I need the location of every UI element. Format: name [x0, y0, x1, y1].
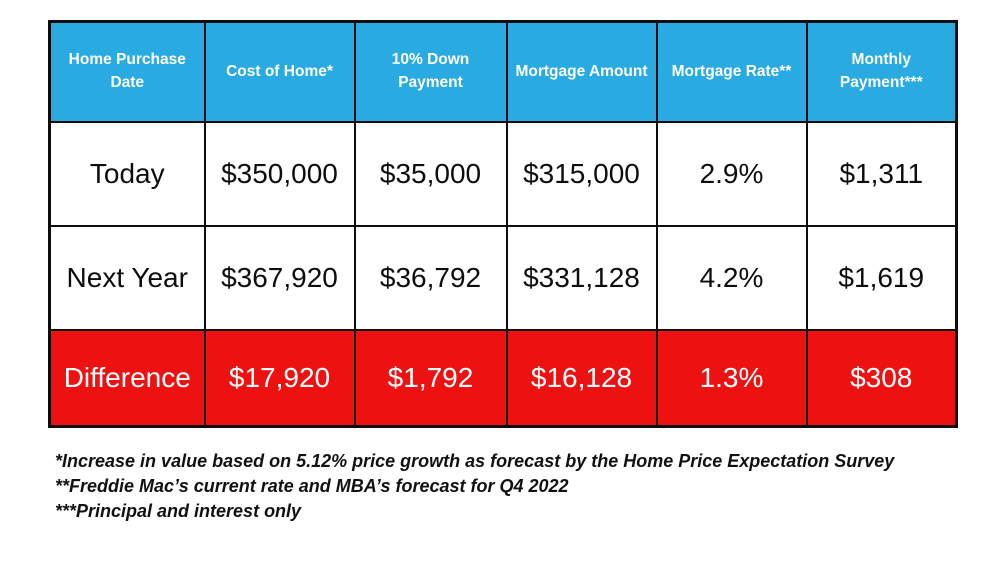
table-cell: 4.2% — [655, 224, 808, 331]
header-monthly-payment: Monthly Payment*** — [805, 20, 958, 123]
table-row-next-year: Next Year $367,920 $36,792 $331,128 4.2%… — [48, 224, 958, 331]
header-mortgage-rate: Mortgage Rate** — [655, 20, 808, 123]
header-mortgage-amount: Mortgage Amount — [505, 20, 658, 123]
footnote-rate-source: **Freddie Mac’s current rate and MBA’s f… — [55, 476, 569, 496]
table-cell: $1,792 — [353, 328, 508, 428]
row-label-next-year: Next Year — [48, 224, 206, 331]
table-cell: $315,000 — [505, 120, 658, 227]
mortgage-comparison-table: Home Purchase Date Cost of Home* 10% Dow… — [48, 20, 958, 428]
table-cell: $36,792 — [353, 224, 508, 331]
row-label-difference: Difference — [48, 328, 206, 428]
footnote-price-growth: *Increase in value based on 5.12% price … — [55, 451, 895, 471]
table-cell: $1,619 — [805, 224, 958, 331]
table-cell: 2.9% — [655, 120, 808, 227]
table-cell: $1,311 — [805, 120, 958, 227]
table-row-difference: Difference $17,920 $1,792 $16,128 1.3% $… — [48, 328, 958, 428]
header-row: Home Purchase Date Cost of Home* 10% Dow… — [48, 20, 958, 123]
table-row-today: Today $350,000 $35,000 $315,000 2.9% $1,… — [48, 120, 958, 227]
footnotes: *Increase in value based on 5.12% price … — [55, 449, 894, 524]
table-cell: 1.3% — [655, 328, 808, 428]
header-home-purchase-date: Home Purchase Date — [48, 20, 206, 123]
table-cell: $308 — [805, 328, 958, 428]
table-cell: $16,128 — [505, 328, 658, 428]
header-down-payment: 10% Down Payment — [353, 20, 508, 123]
header-cost-of-home: Cost of Home* — [203, 20, 356, 123]
table-cell: $350,000 — [203, 120, 356, 227]
table-cell: $331,128 — [505, 224, 658, 331]
table-cell: $17,920 — [203, 328, 356, 428]
table-cell: $35,000 — [353, 120, 508, 227]
row-label-today: Today — [48, 120, 206, 227]
table-cell: $367,920 — [203, 224, 356, 331]
footnote-principal-interest: ***Principal and interest only — [55, 501, 302, 521]
